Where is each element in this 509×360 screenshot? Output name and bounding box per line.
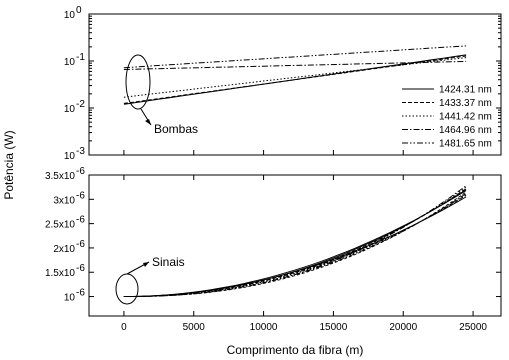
signal-curve	[123, 189, 467, 298]
x-tick-label: 15000	[320, 322, 348, 333]
legend: 1424.31 nm 1433.37 nm 1441.42 nm 1464.96 nm…	[402, 85, 492, 150]
top-y-tick-exponent: 0	[76, 5, 82, 16]
signal-series-lines	[123, 185, 467, 298]
bottom-y-tick-exponent: -6	[76, 190, 85, 201]
bombas-ellipse	[125, 54, 151, 110]
x-tick-label: 20000	[389, 322, 417, 333]
bottom-y-tick-label: 2.5x10	[45, 220, 75, 231]
bottom-y-tick-exponent: -6	[76, 263, 85, 274]
x-tick-label: 25000	[459, 322, 487, 333]
sinais-arrow-head	[143, 262, 149, 267]
x-ticks: 0 5000 10000 15000 20000 25000	[121, 175, 487, 333]
legend-entry: 1441.42 nm	[439, 112, 492, 123]
x-axis-label: Comprimento da fibra (m)	[227, 343, 364, 357]
series-line-148165	[123, 45, 467, 69]
x-tick-label: 5000	[183, 322, 206, 333]
series-line-146496	[123, 60, 467, 70]
top-plot-frame	[88, 13, 502, 156]
signal-curve	[123, 191, 467, 298]
y-axis-label: Potência (W)	[2, 130, 16, 199]
x-tick-label: 0	[121, 322, 127, 333]
bottom-y-tick-exponent: -6	[76, 239, 85, 250]
top-y-tick-label: 10	[64, 57, 76, 68]
top-y-tick-label: 10	[64, 151, 76, 162]
bottom-y-tick-label: 3.5x10	[45, 171, 75, 182]
legend-entry: 1433.37 nm	[439, 98, 492, 109]
top-y-tick-label: 10	[64, 104, 76, 115]
bottom-plot-frame	[88, 174, 502, 317]
top-y-tick-label: 10	[64, 10, 76, 21]
signal-curve	[123, 196, 467, 298]
signal-curve	[123, 190, 467, 298]
sinais-ellipse	[115, 273, 139, 305]
sinais-label: Sinais	[152, 255, 185, 269]
series-line-143337	[123, 55, 467, 104]
bombas-label: Bombas	[154, 122, 198, 136]
top-y-tick-exponent: -3	[76, 146, 85, 157]
signal-curve	[123, 186, 467, 298]
bottom-y-tick-exponent: -6	[76, 288, 85, 299]
signal-curve	[123, 185, 467, 298]
bottom-y-tick-label: 2x10	[53, 244, 75, 255]
signal-curve	[123, 188, 467, 298]
signal-curve	[123, 193, 467, 298]
bottom-y-tick-label: 3x10	[53, 195, 75, 206]
bottom-y-tick-label: 1.5x10	[45, 268, 75, 279]
series-line-144142	[123, 57, 467, 98]
top-y-tick-exponent: -1	[76, 52, 85, 63]
bottom-y-tick-exponent: -6	[76, 215, 85, 226]
top-series-lines	[123, 45, 467, 105]
legend-entry: 1424.31 nm	[439, 85, 492, 96]
signal-curve	[123, 195, 467, 298]
x-tick-label: 10000	[250, 322, 278, 333]
bottom-y-tick-label: 10	[64, 293, 76, 304]
top-y-tick-exponent: -2	[76, 99, 85, 110]
legend-entry: 1481.65 nm	[439, 139, 492, 150]
signal-curve	[123, 194, 467, 298]
bottom-y-tick-exponent: -6	[76, 166, 85, 177]
bombas-arrow-head	[145, 119, 151, 125]
legend-entry: 1464.96 nm	[439, 125, 492, 136]
